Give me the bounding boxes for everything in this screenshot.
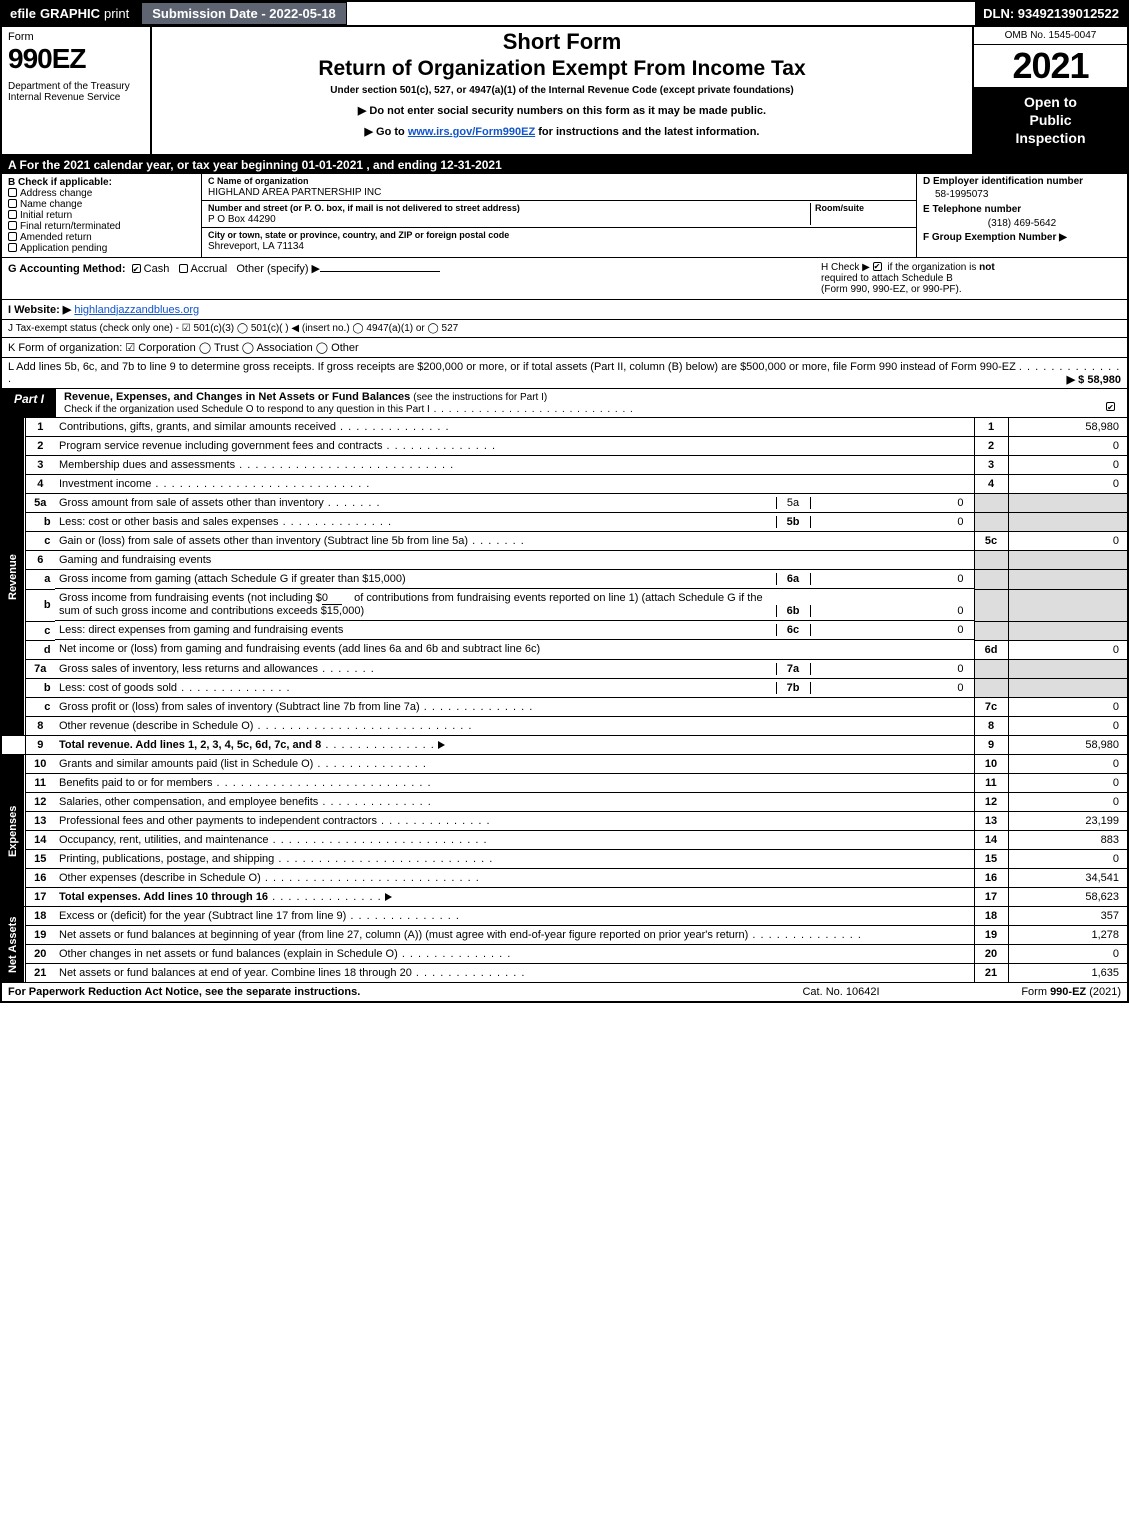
footer-catno: Cat. No. 10642I xyxy=(741,986,941,998)
subtitle: Under section 501(c), 527, or 4947(a)(1)… xyxy=(158,85,966,96)
sidelabel-expenses: Expenses xyxy=(1,755,25,907)
checkbox-address-change[interactable] xyxy=(8,188,17,197)
checkbox-final-return[interactable] xyxy=(8,221,17,230)
checkbox-cash[interactable] xyxy=(132,264,141,273)
amt-16: 34,541 xyxy=(1008,869,1128,888)
section-gh: G Accounting Method: Cash Accrual Other … xyxy=(0,258,1129,300)
section-j: J Tax-exempt status (check only one) - ☑… xyxy=(0,320,1129,338)
checkbox-amended[interactable] xyxy=(8,232,17,241)
section-bcdef: B Check if applicable: Address change Na… xyxy=(0,174,1129,258)
section-b: B Check if applicable: Address change Na… xyxy=(2,174,202,257)
title-shortform: Short Form xyxy=(158,29,966,55)
amt-15: 0 xyxy=(1008,850,1128,869)
checkbox-part1-scho[interactable] xyxy=(1106,402,1115,411)
omb-no: OMB No. 1545-0047 xyxy=(974,27,1127,45)
amt-17: 58,623 xyxy=(1008,888,1128,907)
tax-year: 2021 xyxy=(974,45,1127,87)
amt-7a: 0 xyxy=(810,663,970,675)
form-header: Form 990EZ Department of the Treasury In… xyxy=(0,27,1129,156)
footer: For Paperwork Reduction Act Notice, see … xyxy=(0,983,1129,1003)
amt-11: 0 xyxy=(1008,774,1128,793)
amt-14: 883 xyxy=(1008,831,1128,850)
section-k: K Form of organization: ☑ Corporation ◯ … xyxy=(0,338,1129,358)
footer-left: For Paperwork Reduction Act Notice, see … xyxy=(8,986,741,998)
amt-18: 357 xyxy=(1008,907,1128,926)
row-a-taxyear: A For the 2021 calendar year, or tax yea… xyxy=(0,156,1129,174)
amt-2: 0 xyxy=(1008,436,1128,455)
checkbox-accrual[interactable] xyxy=(179,264,188,273)
amt-6a: 0 xyxy=(810,573,970,585)
amt-8: 0 xyxy=(1008,717,1128,736)
amt-5c: 0 xyxy=(1008,532,1128,551)
phone: (318) 469-5642 xyxy=(923,215,1121,232)
arrow-icon xyxy=(438,741,445,749)
amt-7c: 0 xyxy=(1008,698,1128,717)
dept2: Internal Revenue Service xyxy=(8,92,144,103)
form-number: 990EZ xyxy=(8,43,144,75)
note-ssn: ▶ Do not enter social security numbers o… xyxy=(158,104,966,117)
amt-13: 23,199 xyxy=(1008,812,1128,831)
checkbox-pending[interactable] xyxy=(8,243,17,252)
group-exemption: F Group Exemption Number ▶ xyxy=(923,232,1121,243)
checkbox-sched-b[interactable] xyxy=(873,262,882,271)
section-h: H Check ▶ if the organization is not req… xyxy=(821,262,1121,295)
lines-table: Revenue 1Contributions, gifts, grants, a… xyxy=(0,418,1129,984)
dept1: Department of the Treasury xyxy=(8,81,144,92)
footer-formno: Form 990-EZ (2021) xyxy=(941,986,1121,998)
section-c: C Name of organizationHIGHLAND AREA PART… xyxy=(202,174,917,257)
org-address: P O Box 44290 xyxy=(208,214,276,225)
checkbox-name-change[interactable] xyxy=(8,199,17,208)
website-link[interactable]: highlandjazzandblues.org xyxy=(74,304,199,316)
amt-6d: 0 xyxy=(1008,640,1128,659)
section-l: L Add lines 5b, 6c, and 7b to line 9 to … xyxy=(0,358,1129,389)
irs-link[interactable]: www.irs.gov/Form990EZ xyxy=(408,126,535,138)
amt-3: 0 xyxy=(1008,455,1128,474)
dln: DLN: 93492139012522 xyxy=(975,2,1127,25)
amt-9: 58,980 xyxy=(1008,736,1128,755)
amt-19: 1,278 xyxy=(1008,926,1128,945)
checkbox-initial-return[interactable] xyxy=(8,210,17,219)
sidelabel-revenue: Revenue xyxy=(1,418,25,736)
section-i: I Website: ▶ highlandjazzandblues.org xyxy=(0,300,1129,320)
amt-4: 0 xyxy=(1008,474,1128,493)
efile-label: efile GRAPHIC print xyxy=(2,2,141,25)
note-link: ▶ Go to www.irs.gov/Form990EZ for instru… xyxy=(158,125,966,138)
form-label: Form xyxy=(8,31,144,43)
section-def: D Employer identification number 58-1995… xyxy=(917,174,1127,257)
amt-21: 1,635 xyxy=(1008,964,1128,983)
amt-20: 0 xyxy=(1008,945,1128,964)
amt-6b: 0 xyxy=(810,605,970,617)
amt-6c: 0 xyxy=(810,624,970,636)
part1-header: Part I Revenue, Expenses, and Changes in… xyxy=(0,389,1129,418)
submission-date: Submission Date - 2022-05-18 xyxy=(141,2,347,25)
title-return: Return of Organization Exempt From Incom… xyxy=(158,57,966,81)
sidelabel-netassets: Net Assets xyxy=(1,907,25,983)
ein: 58-1995073 xyxy=(923,187,1121,204)
spacer xyxy=(347,2,975,25)
org-city: Shreveport, LA 71134 xyxy=(208,241,304,252)
amt-12: 0 xyxy=(1008,793,1128,812)
amt-1: 58,980 xyxy=(1008,418,1128,437)
amt-5a: 0 xyxy=(810,497,970,509)
amt-10: 0 xyxy=(1008,755,1128,774)
arrow-icon xyxy=(385,893,392,901)
open-to-public: Open toPublicInspection xyxy=(974,87,1127,154)
org-name: HIGHLAND AREA PARTNERSHIP INC xyxy=(208,187,381,198)
amt-5b: 0 xyxy=(810,516,970,528)
topbar: efile GRAPHIC print Submission Date - 20… xyxy=(0,0,1129,27)
amt-7b: 0 xyxy=(810,682,970,694)
